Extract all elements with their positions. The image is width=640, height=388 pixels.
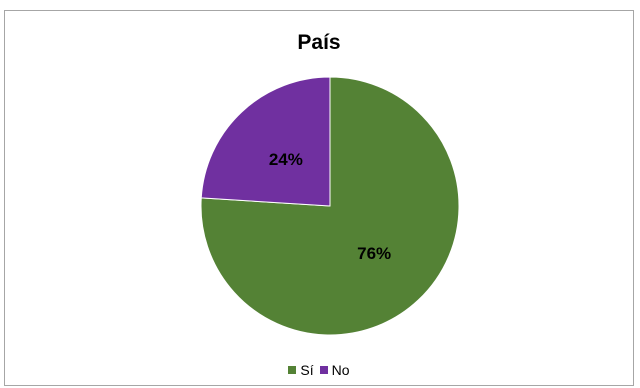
legend-swatch — [319, 366, 328, 374]
legend-swatch — [288, 366, 297, 374]
chart-legend: Sí No — [5, 361, 633, 378]
legend-item-no: No — [319, 362, 350, 378]
legend-item-si: Sí — [288, 362, 314, 378]
data-label-si: 76% — [357, 244, 391, 263]
pie-slice-no — [200, 76, 331, 207]
pie-slice-si — [200, 76, 460, 336]
chart-frame: País 76% 24% Sí No — [4, 10, 634, 386]
chart-title: País — [297, 31, 341, 54]
pie-chart: 76% 24% — [200, 76, 460, 336]
legend-label: No — [331, 362, 350, 378]
data-label-no: 24% — [269, 150, 303, 169]
legend-label: Sí — [300, 362, 314, 378]
